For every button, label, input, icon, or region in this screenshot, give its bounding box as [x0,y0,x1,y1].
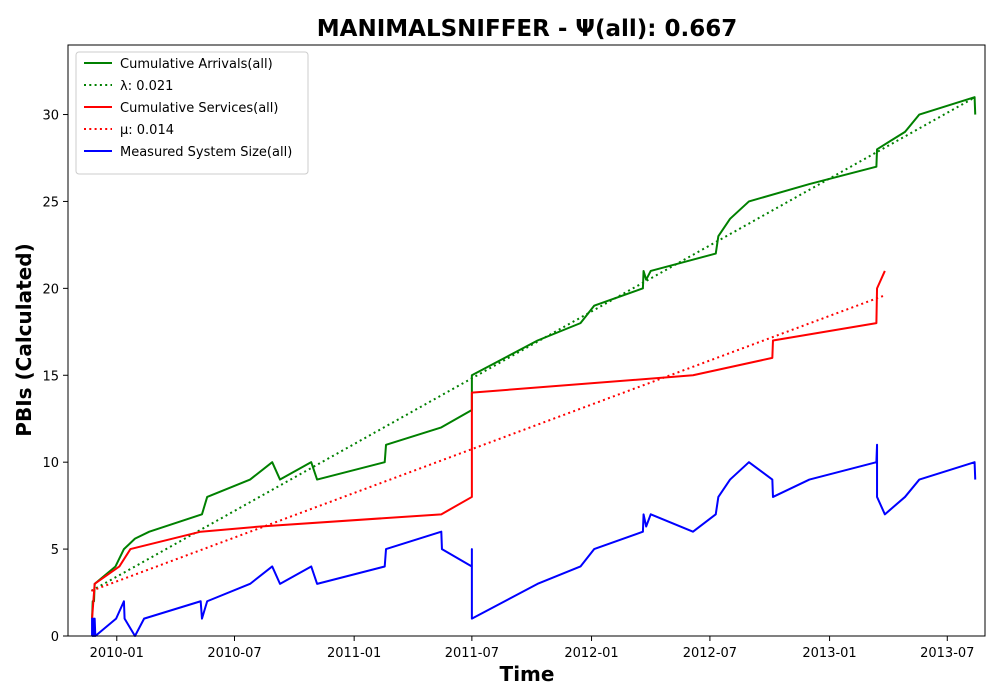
y-axis: 0 5 10 15 20 25 30 [42,109,68,645]
x-tick-label: 2010-01 [90,646,144,661]
legend-label-2: λ: 0.021 [120,79,173,94]
legend-label-1: Cumulative Arrivals(all) [120,57,273,72]
x-tick-label: 2012-07 [683,646,737,661]
legend: Cumulative Arrivals(all) λ: 0.021 Cumulati… [75,51,309,175]
legend-box [75,51,309,175]
series-line-2-0-021 [90,96,976,592]
series-line-5-measured-system-size-all [91,443,977,637]
series-line-3-cumulative-services-all [91,270,886,619]
y-tick-label: 15 [42,369,59,384]
series-layer [90,96,977,637]
x-tick-label: 2012-01 [564,646,618,661]
x-tick-label: 2013-07 [920,646,974,661]
legend-label-5: Measured System Size(all) [120,145,292,160]
y-tick-label: 10 [42,456,59,471]
y-tick-label: 25 [42,195,59,210]
x-tick-label: 2011-01 [327,646,381,661]
series-line-1-cumulative-arrivals-all [91,96,977,619]
legend-label-3: Cumulative Services(all) [120,101,278,116]
y-tick-label: 0 [51,630,59,645]
y-tick-label: 30 [42,109,59,124]
x-axis: 2010-01 2010-07 2011-01 2011-07 2012-01 2012-… [90,636,974,661]
x-axis-label: Time [500,662,555,686]
legend-label-4: μ: 0.014 [120,123,174,138]
plot-area-frame [67,44,986,637]
y-axis-label: PBIs (Calculated) [12,243,36,436]
x-tick-label: 2011-07 [445,646,499,661]
x-tick-label: 2010-07 [207,646,261,661]
y-tick-label: 5 [51,543,59,558]
y-tick-label: 20 [42,282,59,297]
series-line-4-0-014 [91,294,886,592]
x-tick-label: 2013-01 [802,646,856,661]
chart-title: MANIMALSNIFFER - Ψ(all): 0.667 [317,16,737,42]
